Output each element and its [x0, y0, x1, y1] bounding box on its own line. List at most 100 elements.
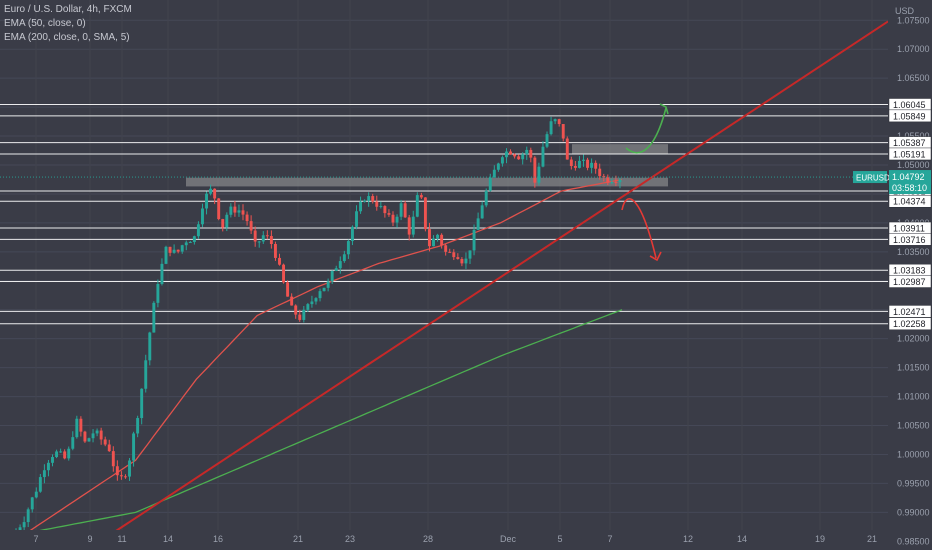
- legend-title: Euro / U.S. Dollar, 4h, FXCM: [4, 4, 132, 15]
- candle-body: [346, 241, 350, 255]
- candle-body: [407, 217, 411, 235]
- level-price-tag: [888, 317, 932, 330]
- trendline[interactable]: [94, 20, 889, 546]
- candle-body: [505, 151, 508, 158]
- candle-body: [403, 203, 407, 218]
- candle-body: [326, 281, 330, 288]
- candle-body: [180, 245, 184, 252]
- y-tick-label: 1.01500: [897, 363, 930, 373]
- price-axis[interactable]: USD 0.98500 0.99000 0.99500 1.00000 1.00500 1.…: [888, 0, 932, 550]
- candle-body: [132, 433, 136, 461]
- level-price-label: 1.02987: [893, 277, 926, 287]
- candle-body: [573, 165, 577, 168]
- candle-body: [565, 138, 569, 160]
- candle-body: [586, 159, 590, 168]
- candle-body: [517, 156, 521, 160]
- candle-body: [379, 206, 383, 208]
- support-zone: [186, 177, 668, 187]
- candle-body: [87, 438, 91, 442]
- x-tick-label: 9: [87, 534, 92, 544]
- x-tick-label: 28: [423, 534, 433, 544]
- candle-body: [164, 246, 168, 264]
- axis-currency: USD: [895, 6, 915, 16]
- candle-body: [34, 491, 38, 498]
- candle-body: [257, 241, 261, 243]
- candle-body: [448, 251, 452, 253]
- y-tick-label: 1.00000: [897, 449, 930, 459]
- candle-body: [537, 166, 541, 183]
- candle-body: [509, 151, 512, 155]
- x-tick-label: 12: [683, 534, 693, 544]
- x-tick-label: 14: [163, 534, 173, 544]
- candle-body: [75, 418, 79, 438]
- level-price-label: 1.06045: [893, 100, 926, 110]
- candle-body: [156, 283, 160, 303]
- symbol-tag: [853, 171, 887, 184]
- last-price-tag: [889, 170, 931, 195]
- level-price-label: 1.03716: [893, 235, 926, 245]
- y-tick-label: 1.00500: [897, 421, 930, 431]
- candle-body: [476, 218, 480, 230]
- x-tick-label: 7: [33, 534, 38, 544]
- time-axis-background: [0, 530, 888, 550]
- candle-body: [152, 302, 156, 333]
- grid: [0, 19, 888, 542]
- ema50-line: [13, 178, 623, 542]
- level-price-label: 1.05387: [893, 138, 926, 148]
- horizontal-levels[interactable]: [0, 104, 888, 325]
- candle-body: [196, 224, 200, 237]
- x-tick-label: 5: [557, 534, 562, 544]
- candle-body: [128, 460, 131, 477]
- candle-body: [225, 214, 229, 228]
- candle-body: [124, 476, 127, 478]
- candle-body: [176, 249, 180, 252]
- resistance-zone: [572, 144, 668, 154]
- y-tick-label: 1.07000: [897, 44, 930, 54]
- candle-body: [330, 270, 334, 282]
- legend-ema200: EMA (200, close, 0, SMA, 5): [4, 32, 130, 43]
- bearish-arrow: [621, 198, 657, 259]
- candle-body: [273, 243, 277, 258]
- candle-body: [30, 497, 34, 510]
- candle-body: [91, 433, 95, 439]
- projection-arrows[interactable]: [621, 103, 669, 262]
- candle-body: [172, 249, 176, 253]
- candle-body: [209, 188, 213, 194]
- candle-body: [46, 462, 50, 471]
- candle-body: [249, 221, 253, 231]
- candle-body: [371, 196, 375, 202]
- zones: [186, 144, 668, 187]
- level-price-label: 1.05849: [893, 111, 926, 121]
- x-tick-label: 21: [293, 534, 303, 544]
- y-tick-label: 0.99500: [897, 478, 930, 488]
- candle-body: [310, 301, 314, 305]
- candle-body: [253, 230, 257, 242]
- level-price-label: 1.04374: [893, 197, 926, 207]
- ema200-line: [13, 309, 623, 537]
- candle-body: [334, 268, 338, 271]
- candle-body: [472, 229, 476, 251]
- candle-body: [468, 250, 472, 259]
- candle-body: [355, 211, 358, 227]
- ema50-path: [13, 178, 623, 542]
- candle-body: [529, 149, 533, 158]
- candle-body: [500, 157, 504, 164]
- candle-body: [444, 245, 448, 252]
- time-axis[interactable]: 7 9 11 14 16 21 23 28 Dec 5 7 12 14 19 21: [0, 530, 888, 550]
- candle-body: [423, 197, 427, 230]
- candle-body: [350, 226, 354, 242]
- y-tick-label: 1.01000: [897, 392, 930, 402]
- candle-body: [525, 149, 529, 155]
- level-price-tag: [888, 194, 932, 208]
- candle-body: [201, 208, 204, 225]
- candle-body: [51, 457, 54, 463]
- candle-body: [496, 163, 500, 170]
- candle-body: [521, 154, 525, 160]
- candle-body: [411, 216, 415, 235]
- bullish-arrow: [625, 107, 667, 154]
- y-tick-label: 1.05000: [897, 160, 930, 170]
- candle-body: [561, 124, 565, 139]
- candle-body: [569, 159, 573, 166]
- candle-body: [241, 210, 245, 215]
